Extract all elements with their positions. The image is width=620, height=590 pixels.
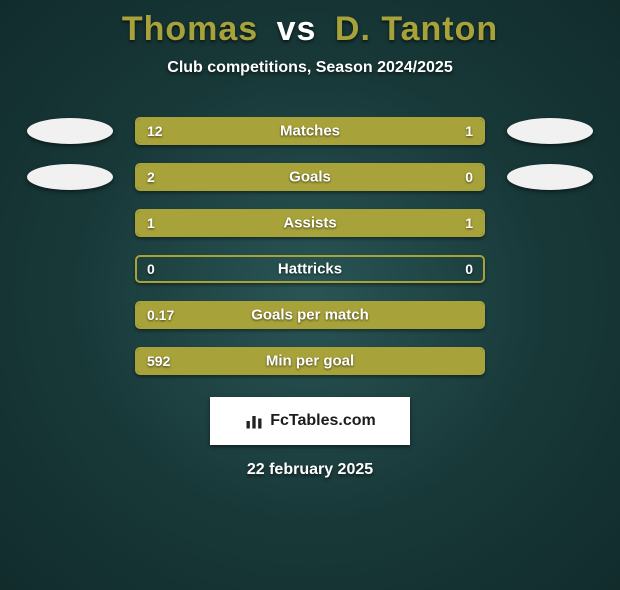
vs-text: vs — [277, 10, 317, 48]
right-badge-slot — [505, 301, 595, 329]
stat-value-left: 0 — [147, 261, 155, 277]
stat-value-right: 1 — [465, 123, 473, 139]
right-badge-slot — [505, 209, 595, 237]
stat-label: Hattricks — [278, 261, 342, 278]
team-badge-right — [507, 118, 593, 144]
stat-value-right: 0 — [465, 169, 473, 185]
left-badge-slot — [25, 255, 115, 283]
bar-chart-icon — [244, 411, 264, 431]
comparison-title: Thomas vs D. Tanton — [0, 10, 620, 49]
right-badge-slot — [505, 255, 595, 283]
stat-row: 1 Assists 1 — [0, 209, 620, 237]
stat-label: Matches — [280, 123, 340, 140]
date-text: 22 february 2025 — [0, 461, 620, 479]
stat-value-left: 1 — [147, 215, 155, 231]
right-badge-slot — [505, 347, 595, 375]
brand-badge: FcTables.com — [210, 397, 410, 445]
stat-bar: 0.17 Goals per match — [135, 301, 485, 329]
stat-label: Assists — [283, 215, 336, 232]
stat-value-right: 0 — [465, 261, 473, 277]
stat-row: 0.17 Goals per match — [0, 301, 620, 329]
stat-bar-fill-left — [137, 119, 400, 143]
stat-bar: 0 Hattricks 0 — [135, 255, 485, 283]
stat-value-left: 2 — [147, 169, 155, 185]
left-badge-slot — [25, 301, 115, 329]
stat-rows: 12Matches12Goals01Assists10Hattricks00.1… — [0, 117, 620, 375]
stat-label: Goals per match — [251, 307, 369, 324]
team-badge-left — [27, 164, 113, 190]
stat-row: 2 Goals 0 — [0, 163, 620, 191]
team-badge-left — [27, 118, 113, 144]
right-badge-slot — [505, 117, 595, 145]
player1-name: Thomas — [122, 10, 258, 48]
left-badge-slot — [25, 209, 115, 237]
brand-text: FcTables.com — [270, 412, 376, 430]
stat-bar: 2 Goals 0 — [135, 163, 485, 191]
left-badge-slot — [25, 163, 115, 191]
stat-label: Goals — [289, 169, 331, 186]
right-badge-slot — [505, 163, 595, 191]
subtitle: Club competitions, Season 2024/2025 — [0, 59, 620, 77]
stat-row: 12 Matches 1 — [0, 117, 620, 145]
team-badge-right — [507, 164, 593, 190]
stat-value-left: 592 — [147, 353, 170, 369]
stat-bar: 12 Matches 1 — [135, 117, 485, 145]
stat-bar: 592 Min per goal — [135, 347, 485, 375]
player2-name: D. Tanton — [335, 10, 498, 48]
left-badge-slot — [25, 347, 115, 375]
stat-value-left: 12 — [147, 123, 163, 139]
stat-row: 0 Hattricks 0 — [0, 255, 620, 283]
left-badge-slot — [25, 117, 115, 145]
stat-row: 592 Min per goal — [0, 347, 620, 375]
stat-label: Min per goal — [266, 353, 354, 370]
stat-value-left: 0.17 — [147, 307, 174, 323]
stat-bar: 1 Assists 1 — [135, 209, 485, 237]
stat-value-right: 1 — [465, 215, 473, 231]
